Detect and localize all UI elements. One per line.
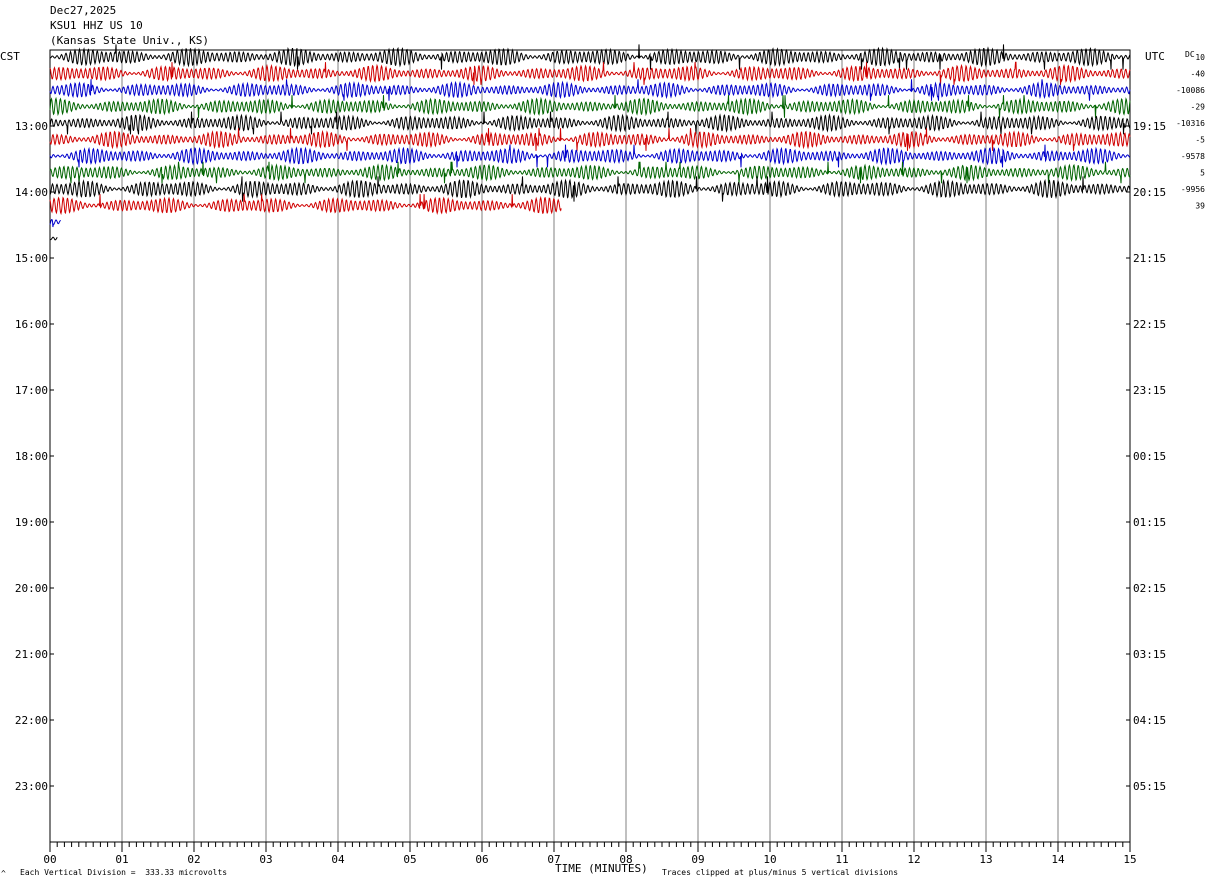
x-tick-label: 07 — [547, 853, 560, 866]
x-tick-label: 14 — [1051, 853, 1065, 866]
x-tick-label: 05 — [403, 853, 416, 866]
dc-offset-label: -10316 — [1176, 119, 1205, 128]
x-tick-label: 10 — [763, 853, 776, 866]
trace-black — [49, 111, 1131, 135]
dc-offset-label: 39 — [1195, 202, 1205, 211]
utc-hour-label: 05:15 — [1133, 780, 1166, 793]
utc-hour-label: 20:15 — [1133, 186, 1166, 199]
utc-axis-title: UTC — [1145, 50, 1165, 63]
dc-offset-label: 10 — [1195, 53, 1205, 62]
dc-offset-label: -29 — [1191, 103, 1206, 112]
trace-blue — [49, 79, 1131, 101]
dc-offset-label: -9578 — [1181, 152, 1205, 161]
dc-offset-label: -5 — [1195, 136, 1205, 145]
trace-black — [49, 44, 1131, 70]
utc-hour-label: 22:15 — [1133, 318, 1166, 331]
date-label: Dec27,2025 — [50, 4, 117, 17]
scale-note: Each Vertical Division = 333.33 microvol… — [20, 868, 228, 877]
utc-hour-label: 19:15 — [1133, 120, 1166, 133]
trace-red — [49, 128, 1131, 151]
x-tick-label: 12 — [907, 853, 920, 866]
cst-hour-label: 16:00 — [15, 318, 48, 331]
utc-hour-label: 02:15 — [1133, 582, 1166, 595]
x-tick-label: 08 — [619, 853, 632, 866]
trace-red — [49, 61, 1131, 85]
cst-hour-label: 13:00 — [15, 120, 48, 133]
cst-hour-label: 19:00 — [15, 516, 48, 529]
x-tick-label: 06 — [475, 853, 488, 866]
x-tick-label: 02 — [187, 853, 200, 866]
x-tick-label: 15 — [1123, 853, 1136, 866]
utc-hour-label: 03:15 — [1133, 648, 1166, 661]
cst-hour-label: 18:00 — [15, 450, 48, 463]
cst-hour-label: 20:00 — [15, 582, 48, 595]
trace-green — [49, 161, 1131, 184]
cst-hour-label: 21:00 — [15, 648, 48, 661]
x-tick-label: 11 — [835, 853, 848, 866]
location-label: (Kansas State Univ., KS) — [50, 34, 209, 47]
utc-hour-label: 01:15 — [1133, 516, 1166, 529]
cst-hour-label: 22:00 — [15, 714, 48, 727]
utc-hour-label: 00:15 — [1133, 450, 1166, 463]
trace-green — [49, 95, 1131, 118]
cst-hour-label: 15:00 — [15, 252, 48, 265]
cst-hour-label: 17:00 — [15, 384, 48, 397]
cst-hour-label: 23:00 — [15, 780, 48, 793]
x-tick-label: 00 — [43, 853, 56, 866]
dc-offset-label: -10086 — [1176, 86, 1205, 95]
utc-hour-label: 21:15 — [1133, 252, 1166, 265]
corner-mark: ^ — [1, 869, 6, 878]
dc-offset-label: 5 — [1200, 169, 1205, 178]
x-tick-label: 04 — [331, 853, 345, 866]
utc-hour-label: 04:15 — [1133, 714, 1166, 727]
trace-black — [49, 236, 58, 241]
dc-offset-label: -9956 — [1181, 185, 1205, 194]
x-tick-label: 09 — [691, 853, 704, 866]
cst-hour-label: 14:00 — [15, 186, 48, 199]
trace-blue — [49, 144, 1131, 168]
x-tick-label: 13 — [979, 853, 992, 866]
trace-black — [49, 176, 1131, 202]
utc-hour-label: 23:15 — [1133, 384, 1166, 397]
x-tick-label: 03 — [259, 853, 272, 866]
clip-note: Traces clipped at plus/minus 5 vertical … — [662, 868, 899, 877]
trace-blue — [49, 219, 61, 228]
trace-red — [49, 194, 562, 216]
dc-offset-label: -40 — [1191, 70, 1206, 79]
cst-axis-title: CST — [0, 50, 20, 63]
x-tick-label: 01 — [115, 853, 128, 866]
x-axis-title: TIME (MINUTES) — [555, 862, 648, 875]
station-label: KSU1 HHZ US 10 — [50, 19, 143, 32]
dc-label: DC — [1185, 50, 1195, 59]
